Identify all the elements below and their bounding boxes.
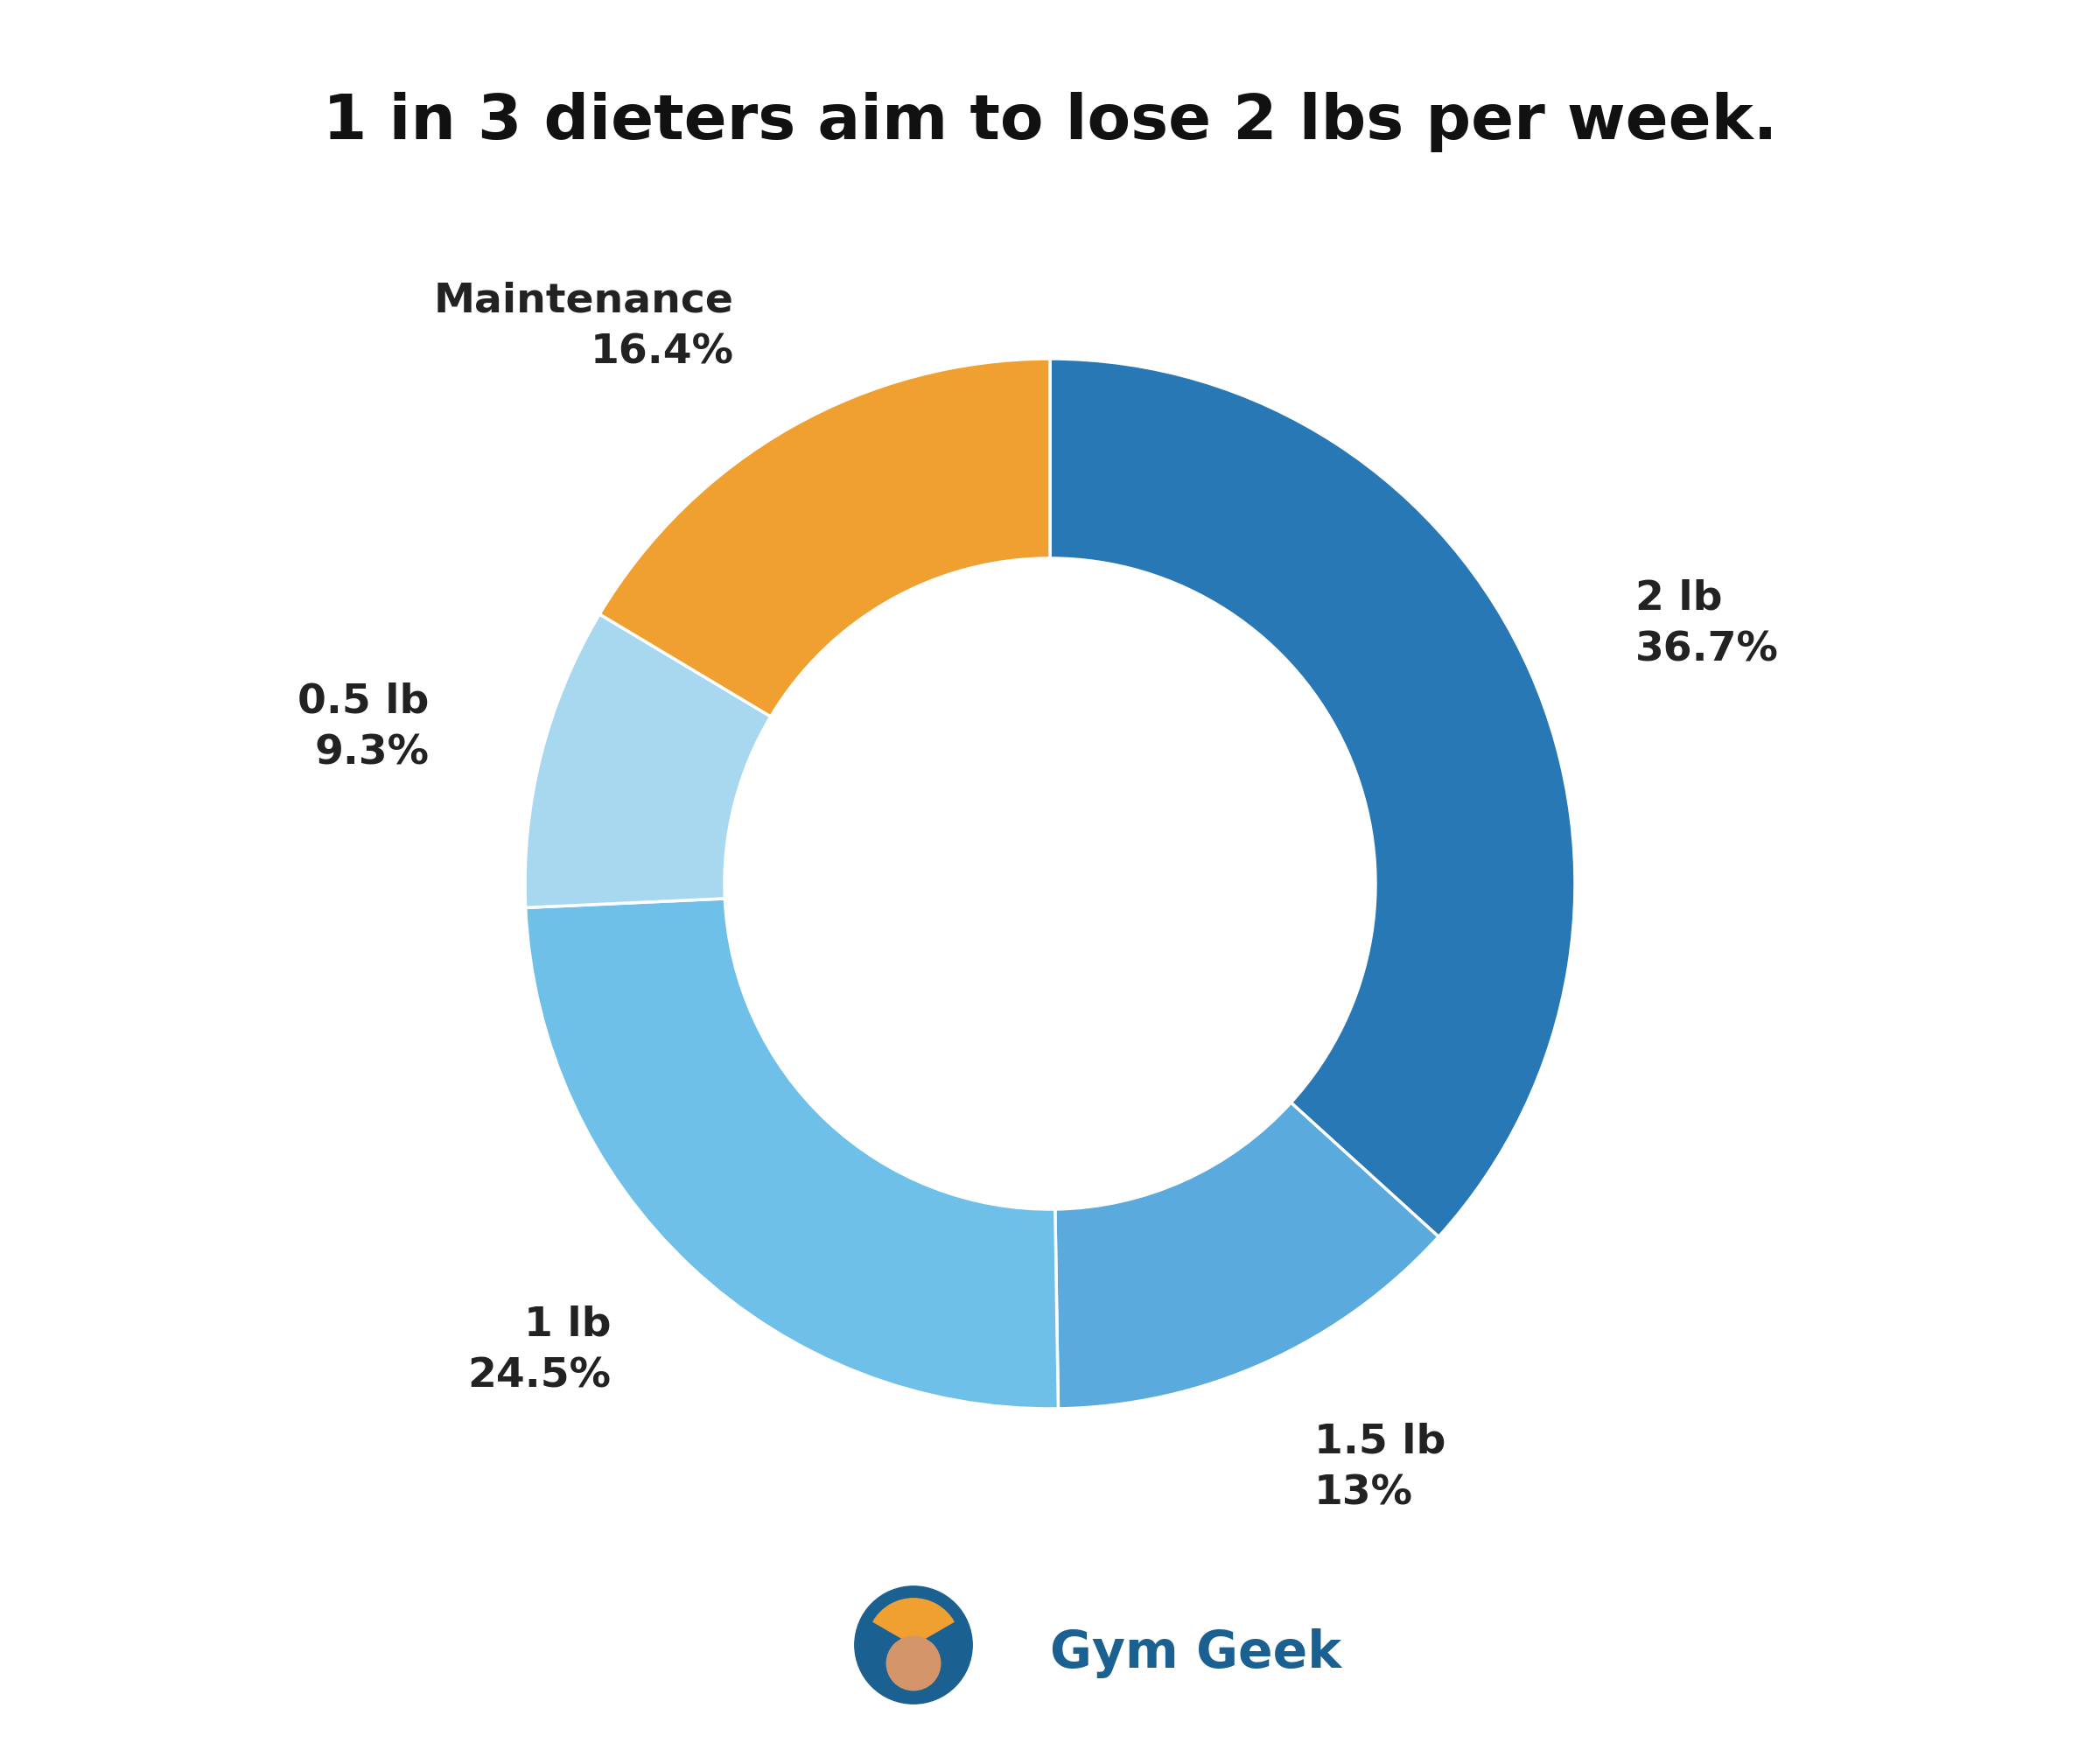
Text: 2 lb
36.7%: 2 lb 36.7% bbox=[1636, 579, 1779, 670]
Text: Maintenance
16.4%: Maintenance 16.4% bbox=[435, 282, 735, 373]
Wedge shape bbox=[874, 1598, 953, 1645]
Text: 1.5 lb
13%: 1.5 lb 13% bbox=[1315, 1423, 1445, 1514]
Wedge shape bbox=[525, 614, 771, 908]
Wedge shape bbox=[598, 359, 1050, 716]
Text: 1 in 3 dieters aim to lose 2 lbs per week.: 1 in 3 dieters aim to lose 2 lbs per wee… bbox=[323, 93, 1777, 152]
Wedge shape bbox=[525, 898, 1058, 1409]
Text: 0.5 lb
9.3%: 0.5 lb 9.3% bbox=[298, 682, 428, 774]
Wedge shape bbox=[1054, 1102, 1438, 1409]
Wedge shape bbox=[1050, 359, 1575, 1237]
Text: 1 lb
24.5%: 1 lb 24.5% bbox=[468, 1306, 611, 1396]
Circle shape bbox=[886, 1636, 941, 1690]
Text: Gym Geek: Gym Geek bbox=[1050, 1629, 1342, 1678]
Circle shape bbox=[855, 1586, 972, 1704]
